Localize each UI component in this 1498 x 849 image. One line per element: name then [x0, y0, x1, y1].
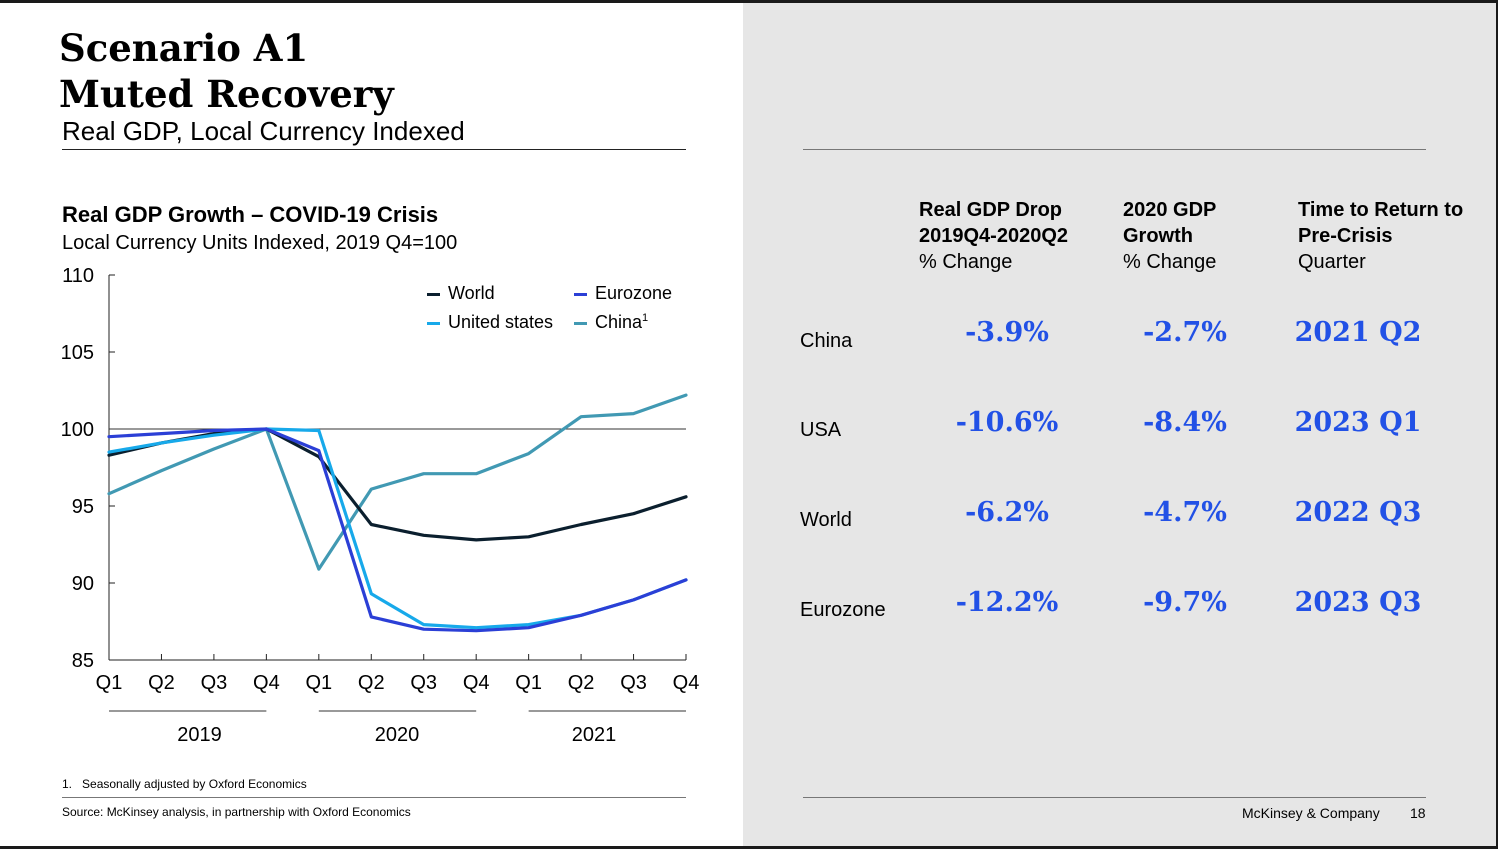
- header-gdp-drop-unit: % Change: [919, 251, 1013, 273]
- series-line-china: [107, 393, 688, 571]
- eurozone-gdp-drop: -12.2%: [955, 587, 1059, 618]
- page-number: 18: [1410, 805, 1426, 821]
- slide-title-line1: Scenario A1: [59, 26, 309, 70]
- legend-swatch-world: [427, 292, 440, 296]
- legend-label-world: World: [448, 283, 495, 303]
- y-tick-label: 85: [72, 650, 94, 672]
- year-label-2021: 2021: [571, 724, 617, 746]
- x-tick-label: Q2: [358, 672, 385, 694]
- usa-gdp-drop: -10.6%: [955, 407, 1059, 438]
- world-gdp-growth: -4.7%: [1143, 497, 1227, 528]
- usa-gdp-growth: -8.4%: [1143, 407, 1227, 438]
- legend-label-eurozone: Eurozone: [595, 283, 673, 303]
- legend-china: China1: [574, 312, 648, 333]
- x-tick-label: Q4: [673, 672, 700, 694]
- china-gdp-drop: -3.9%: [965, 317, 1049, 348]
- legend-eurozone: Eurozone: [574, 283, 672, 304]
- right-panel: [743, 3, 1496, 846]
- x-tick-label: Q1: [305, 672, 332, 694]
- legend-label-china: China: [595, 312, 643, 332]
- world-return-quarter: 2022 Q3: [1294, 497, 1422, 528]
- row-label-china: China: [800, 330, 853, 352]
- china-gdp-growth: -2.7%: [1143, 317, 1227, 348]
- legend-china-footnote-mark: 1: [642, 312, 649, 324]
- slide-title-line2: Muted Recovery: [59, 72, 394, 116]
- row-label-usa: USA: [800, 419, 842, 441]
- header-gdp-growth-line2: Growth: [1123, 225, 1193, 247]
- header-gdp-drop-line2: 2019Q4-2020Q2: [919, 225, 1069, 247]
- y-tick-label: 100: [61, 419, 94, 441]
- series-line-eurozone: [107, 427, 688, 633]
- source-divider: [62, 797, 686, 798]
- x-tick-label: Q3: [410, 672, 437, 694]
- chart-title: Real GDP Growth – COVID-19 Crisis: [62, 202, 439, 227]
- company-name: McKinsey & Company: [1242, 805, 1380, 821]
- chart-subtitle: Local Currency Units Indexed, 2019 Q4=10…: [62, 232, 458, 254]
- legend-world: World: [427, 283, 495, 304]
- source-note: Source: McKinsey analysis, in partnershi…: [62, 805, 411, 819]
- eurozone-gdp-growth: -9.7%: [1143, 587, 1227, 618]
- x-tick-label: Q3: [620, 672, 647, 694]
- x-tick-label: Q3: [201, 672, 228, 694]
- legend-united-states: United states: [427, 312, 553, 333]
- row-label-world: World: [800, 509, 852, 531]
- header-gdp-growth-unit: % Change: [1123, 251, 1217, 273]
- year-label-2019: 2019: [177, 724, 222, 746]
- header-return-time-unit: Quarter: [1298, 251, 1366, 273]
- legend-swatch-eurozone: [574, 292, 587, 296]
- table-bottom-divider: [803, 797, 1426, 798]
- header-gdp-drop: Real GDP Drop 2019Q4-2020Q2 % Change: [919, 197, 1068, 275]
- series-line-world: [107, 427, 688, 542]
- usa-return-quarter: 2023 Q1: [1294, 407, 1422, 438]
- x-tick-label: Q2: [568, 672, 595, 694]
- footnote: 1. Seasonally adjusted by Oxford Economi…: [62, 777, 307, 791]
- x-tick-label: Q4: [463, 672, 490, 694]
- year-label-2020: 2020: [374, 724, 420, 746]
- header-return-time-line1: Time to Return to: [1298, 199, 1464, 221]
- header-gdp-growth-line1: 2020 GDP: [1123, 199, 1217, 221]
- y-tick-label: 90: [72, 573, 94, 595]
- legend-swatch-china: [574, 321, 587, 325]
- y-tick-label: 110: [62, 265, 94, 287]
- gdp-line-chart: 85 90 95 100 105 110 Q1 Q2 Q3 Q4 Q1 Q2 Q3 Q4 Q1 Q2 Q3 Q4: [61, 265, 700, 712]
- slide-subtitle: Real GDP, Local Currency Indexed: [62, 116, 465, 146]
- legend-label-united-states: United states: [448, 312, 554, 332]
- x-tick-label: Q2: [148, 672, 175, 694]
- eurozone-return-quarter: 2023 Q3: [1294, 587, 1422, 618]
- table-top-divider: [803, 149, 1426, 150]
- china-return-quarter: 2021 Q2: [1294, 317, 1422, 348]
- slide-title: Scenario A1 Muted Recovery: [59, 25, 394, 117]
- world-gdp-drop: -6.2%: [965, 497, 1049, 528]
- header-return-time: Time to Return to Pre-Crisis Quarter: [1298, 197, 1463, 275]
- row-label-eurozone: Eurozone: [800, 599, 886, 621]
- y-tick-label: 95: [72, 496, 94, 518]
- title-divider: [62, 149, 686, 150]
- x-tick-label: Q1: [96, 672, 123, 694]
- header-gdp-growth: 2020 GDP Growth % Change: [1123, 197, 1216, 275]
- x-tick-label: Q4: [253, 672, 280, 694]
- y-tick-label: 105: [61, 342, 94, 364]
- header-return-time-line2: Pre-Crisis: [1298, 225, 1393, 247]
- x-tick-label: Q1: [515, 672, 542, 694]
- legend-swatch-united-states: [427, 321, 440, 325]
- header-gdp-drop-line1: Real GDP Drop: [919, 199, 1062, 221]
